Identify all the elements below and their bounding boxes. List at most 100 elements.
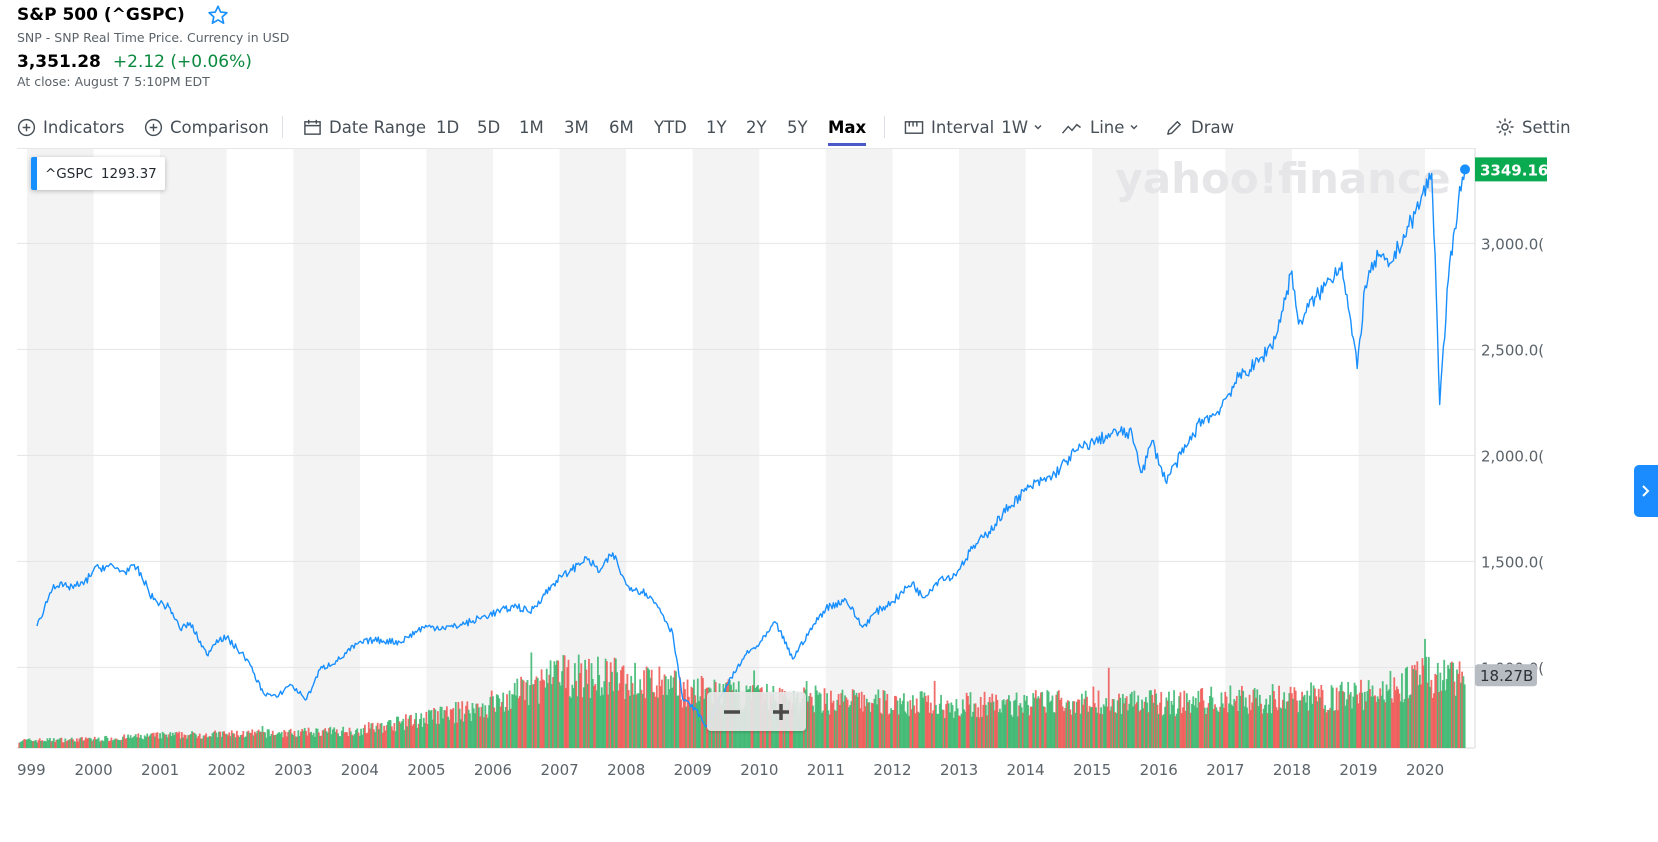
price-change: +2.12 (+0.06%)	[112, 52, 252, 72]
volume-bar	[287, 731, 289, 748]
volume-bar	[1174, 716, 1177, 748]
volume-bar	[361, 734, 364, 748]
range-5d[interactable]: 5D	[477, 117, 501, 137]
volume-bar	[358, 735, 361, 748]
volume-bar	[646, 667, 649, 748]
volume-bar	[1371, 685, 1374, 748]
indicators-button[interactable]: Indicators	[17, 112, 125, 142]
volume-bar	[1025, 695, 1028, 748]
range-1d[interactable]: 1D	[436, 117, 460, 137]
volume-bar	[657, 697, 659, 748]
volume-bar	[1246, 707, 1248, 748]
zoom-in-button[interactable]	[756, 692, 805, 731]
volume-bar	[1424, 638, 1426, 748]
volume-bar	[1356, 694, 1359, 748]
x-tick-label: 2006	[474, 761, 512, 779]
volume-bar	[1072, 701, 1074, 748]
volume-bar	[636, 693, 639, 748]
volume-bar	[1403, 699, 1406, 748]
comparison-button[interactable]: Comparison	[144, 112, 269, 142]
interval-dropdown[interactable]: Interval 1W	[904, 112, 1044, 142]
expand-panel-button[interactable]	[1634, 465, 1658, 517]
range-5y[interactable]: 5Y	[787, 117, 808, 137]
range-max[interactable]: Max	[828, 112, 867, 146]
volume-bar	[1444, 690, 1447, 748]
volume-bar	[1047, 691, 1050, 748]
volume-bar	[261, 726, 264, 748]
volume-bar	[145, 736, 147, 748]
minus-icon	[723, 709, 740, 714]
volume-bar	[590, 663, 593, 748]
range-ytd[interactable]: YTD	[654, 117, 687, 137]
volume-bar	[1311, 703, 1314, 748]
range-2y[interactable]: 2Y	[746, 117, 767, 137]
volume-bar	[308, 732, 311, 748]
volume-bar	[388, 720, 391, 748]
volume-bar	[1319, 697, 1321, 748]
volume-bar	[465, 705, 467, 748]
range-1m[interactable]: 1M	[519, 117, 544, 137]
volume-bar	[221, 731, 224, 748]
volume-bar	[243, 737, 246, 748]
volume-bar	[810, 696, 813, 748]
star-icon[interactable]	[207, 4, 229, 26]
price-chart[interactable]: yahoo!finance 1,000.0(1,500.0(2,000.0(2,…	[0, 148, 1658, 842]
volume-bar	[1151, 694, 1154, 748]
volume-bar	[842, 701, 845, 748]
volume-bar	[1440, 690, 1443, 748]
volume-bar	[1342, 691, 1344, 748]
volume-bar	[576, 696, 579, 748]
volume-bar	[206, 737, 209, 748]
year-band	[26, 148, 94, 748]
volume-bar	[1247, 713, 1250, 748]
volume-bar	[1402, 702, 1405, 748]
volume-bar	[83, 739, 86, 748]
volume-bar	[1116, 700, 1119, 748]
volume-bar	[1390, 698, 1393, 748]
volume-bar	[883, 690, 886, 748]
volume-bar	[1142, 708, 1145, 748]
volume-bar	[641, 693, 644, 748]
chart-type-dropdown[interactable]: Line	[1061, 112, 1140, 142]
volume-bar	[87, 738, 90, 748]
settings-button[interactable]: Settin	[1495, 112, 1571, 142]
volume-bar	[521, 679, 524, 748]
volume-bar	[440, 706, 443, 748]
volume-bar	[668, 689, 671, 748]
range-3m[interactable]: 3M	[564, 117, 589, 137]
date-range-button[interactable]: Date Range	[303, 112, 426, 142]
volume-bar	[1454, 695, 1457, 748]
range-6m[interactable]: 6M	[609, 117, 634, 137]
volume-bar	[349, 731, 352, 748]
volume-bar	[1435, 674, 1438, 748]
volume-bar	[559, 685, 562, 748]
volume-bar	[228, 732, 231, 748]
volume-bar	[1255, 697, 1257, 748]
volume-bar	[170, 736, 173, 748]
volume-bar	[64, 738, 67, 748]
volume-bar	[301, 728, 304, 748]
volume-bar	[522, 680, 525, 748]
range-1y[interactable]: 1Y	[706, 117, 727, 137]
volume-bar	[1074, 712, 1077, 748]
volume-bar	[917, 711, 919, 748]
volume-bar	[643, 670, 645, 748]
volume-bar	[174, 732, 177, 748]
volume-bar	[1106, 706, 1109, 748]
volume-bar	[1036, 698, 1038, 748]
volume-bar	[215, 732, 218, 748]
volume-bar	[344, 731, 347, 748]
volume-bar	[676, 695, 679, 748]
volume-bar	[667, 679, 670, 748]
volume-bar	[954, 711, 957, 748]
volume-bar	[940, 694, 942, 748]
x-tick-label: 2015	[1073, 761, 1111, 779]
zoom-out-button[interactable]	[707, 692, 756, 731]
volume-bar	[1461, 671, 1464, 748]
draw-button[interactable]: Draw	[1165, 112, 1234, 142]
volume-bar	[299, 731, 302, 748]
volume-bar	[923, 692, 926, 748]
volume-bar	[1097, 690, 1100, 748]
volume-bar	[1271, 684, 1274, 748]
volume-bar	[821, 712, 823, 748]
